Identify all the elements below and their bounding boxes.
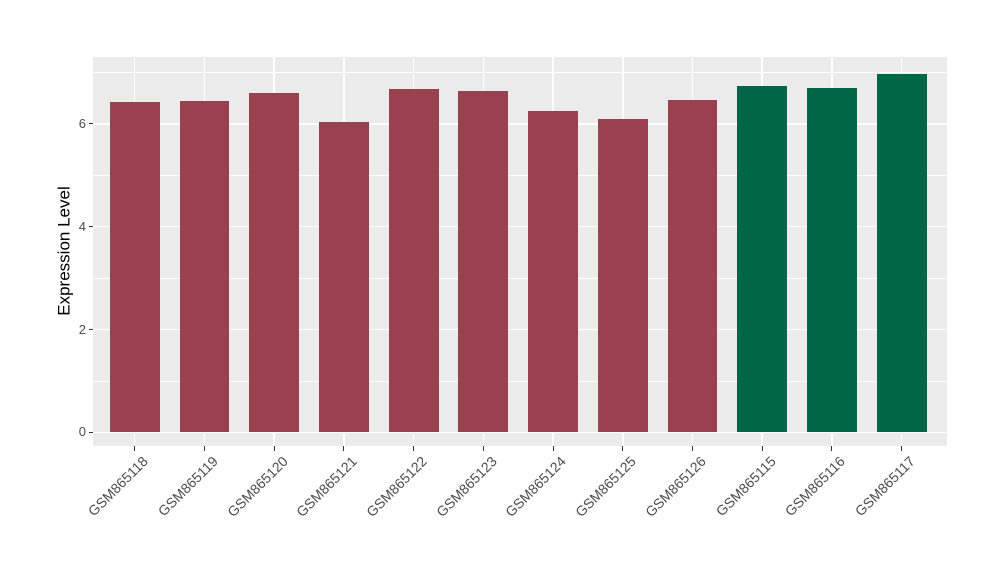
x-tick-mark: [203, 446, 205, 451]
y-tick-mark: [88, 431, 93, 433]
x-tick-mark: [413, 446, 415, 451]
y-tick-label: 6: [78, 115, 86, 131]
bar-layer: [93, 57, 947, 446]
x-tick-label-text: GSM865122: [363, 453, 430, 520]
bar-GSM865120: [249, 93, 300, 433]
x-tick-label-text: GSM865123: [432, 453, 500, 520]
x-tick-label-text: GSM865121: [293, 453, 361, 520]
gridline-major-h: [93, 431, 947, 434]
y-tick-mark: [88, 329, 93, 330]
gridline-major-h: [93, 225, 947, 228]
x-tick-mark: [761, 446, 763, 451]
x-tick-mark: [552, 446, 554, 451]
bar-GSM865122: [388, 88, 439, 433]
x-tick-label-text: GSM865117: [851, 453, 919, 520]
x-tick-label-text: GSM865115: [712, 453, 779, 520]
bar-GSM865124: [528, 111, 578, 433]
gridline-minor-h: [93, 380, 947, 382]
x-tick-mark: [343, 446, 345, 451]
bar-GSM865117: [876, 74, 927, 433]
bar-GSM865126: [667, 99, 718, 433]
x-tick-mark: [482, 446, 484, 451]
x-tick-label-text: GSM865126: [641, 453, 709, 520]
x-tick-label-text: GSM865119: [154, 453, 221, 520]
bar-GSM865115: [737, 85, 788, 433]
x-tick-mark: [692, 446, 694, 451]
bar-GSM865123: [458, 91, 509, 433]
y-tick-label: 2: [78, 321, 86, 337]
x-tick-mark: [134, 446, 136, 451]
gridline-major-h: [93, 328, 947, 331]
x-tick-label-text: GSM865125: [572, 453, 640, 520]
y-tick-label: 0: [78, 424, 86, 440]
bar-GSM865116: [807, 87, 857, 433]
x-tick-mark: [622, 446, 624, 451]
y-tick-mark: [88, 226, 93, 228]
gridline-minor-h: [93, 174, 947, 176]
gridline-minor-h: [93, 72, 947, 73]
x-tick-mark: [901, 446, 903, 451]
x-tick-label-text: GSM865124: [502, 453, 570, 520]
gridline-minor-h: [93, 277, 947, 279]
x-tick-label-text: GSM865118: [84, 453, 152, 520]
x-tick-mark: [831, 446, 833, 451]
plot-panel: [93, 57, 947, 446]
y-tick-label: 4: [78, 218, 86, 234]
gridline-major-h: [93, 123, 947, 125]
bar-GSM865119: [179, 100, 230, 433]
y-tick-mark: [88, 123, 93, 125]
x-tick-label-text: GSM865116: [782, 453, 849, 520]
bar-GSM865121: [318, 122, 369, 433]
bar-GSM865118: [109, 101, 160, 433]
x-tick-mark: [273, 446, 275, 451]
x-tick-label-text: GSM865120: [223, 453, 291, 520]
bar-GSM865125: [597, 118, 648, 433]
